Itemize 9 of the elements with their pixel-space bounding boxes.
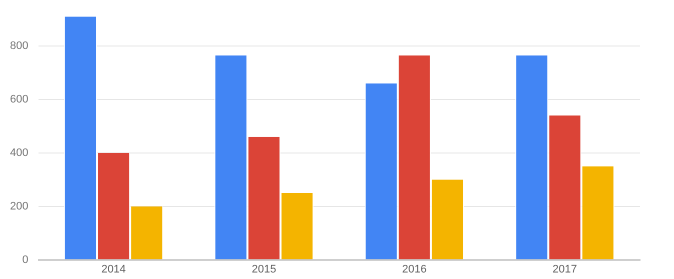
x-tick-label: 2015 — [252, 263, 276, 276]
x-tick-label: 2014 — [101, 263, 126, 276]
y-tick-label: 0 — [22, 254, 28, 266]
y-tick-label: 400 — [10, 146, 28, 159]
x-tick-label: 2016 — [402, 263, 427, 276]
y-tick-label: 800 — [10, 40, 28, 52]
y-tick-label: 200 — [10, 200, 28, 212]
x-tick-label: 2017 — [552, 263, 578, 276]
y-tick-label: 600 — [10, 93, 28, 106]
